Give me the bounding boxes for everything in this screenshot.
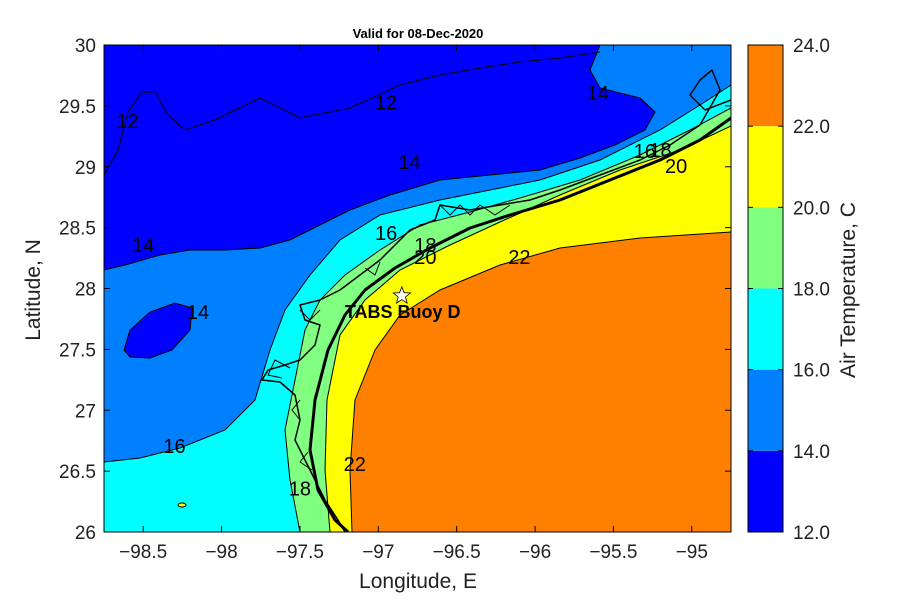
colorbar-tick-label-5: 22.0 — [793, 117, 830, 138]
colorbar-tick-label-1: 14.0 — [793, 442, 830, 463]
contour-label-2: 14 — [587, 83, 609, 105]
colorbar-band-0 — [748, 450, 783, 532]
y-tick-label-3: 27.5 — [59, 340, 96, 361]
colorbar-tick-label-2: 16.0 — [793, 361, 830, 382]
x-tick-label-6: −95.5 — [589, 542, 637, 563]
y-tick-label-4: 28 — [75, 280, 96, 301]
colorbar-label: Air Temperature, C — [837, 202, 860, 378]
contour-label-15: 22 — [344, 454, 366, 476]
contour-label-10: 18 — [649, 140, 671, 162]
contour-label-9: 18 — [414, 235, 436, 257]
contour-label-7: 16 — [634, 141, 656, 163]
contour-label-12: 20 — [414, 247, 436, 269]
y-axis-ticks: 26 26.5 27 27.5 28 28.5 29 29.5 30 — [59, 36, 731, 544]
contour-label-11: 18 — [289, 478, 311, 500]
contour-line-12-14 — [104, 45, 656, 271]
coastline — [177, 69, 731, 532]
colorbar-band-1 — [748, 369, 783, 451]
coastline-bays — [267, 204, 511, 471]
contour-label-0: 12 — [116, 111, 138, 133]
y-tick-label-8: 30 — [75, 36, 96, 57]
x-tick-label-0: −98.5 — [119, 542, 167, 563]
colorbar-tick-label-6: 24.0 — [793, 36, 830, 57]
contour-label-14: 22 — [508, 247, 530, 269]
y-tick-label-5: 28.5 — [59, 219, 96, 240]
colorbar-tick-label-0: 12.0 — [793, 523, 830, 544]
contour-label-6: 16 — [375, 223, 397, 245]
y-axis-label: Latitude, N — [22, 239, 45, 341]
contour-line-20-22 — [349, 231, 731, 532]
y-tick-label-0: 26 — [75, 523, 96, 544]
cold-pocket-12-14 — [123, 302, 193, 359]
buoy-star-icon — [392, 285, 412, 305]
x-tick-label-2: −97.5 — [276, 542, 324, 563]
x-tick-label-7: −95 — [676, 542, 708, 563]
colorbar-band-4 — [748, 126, 783, 208]
x-axis-ticks: −98.5 −98 −97.5 −97 −96.5 −96 −95.5 −95 — [119, 45, 708, 563]
contour-label-1: 12 — [375, 93, 397, 115]
small-island — [177, 502, 187, 508]
contour-line-12-north — [104, 51, 601, 176]
band-12-14-region — [104, 45, 655, 270]
x-axis-label: Longitude, E — [359, 570, 477, 593]
station-layer: TABS Buoy D — [345, 285, 461, 322]
chart-title: Valid for 08-Dec-2020 — [353, 26, 484, 41]
contour-line-14-16 — [104, 84, 731, 463]
colorbar-band-3 — [748, 207, 783, 289]
x-tick-label-5: −96 — [519, 542, 551, 563]
contour-lines — [104, 45, 731, 532]
coastline-mainland — [261, 69, 731, 532]
contour-label-13: 20 — [665, 156, 687, 178]
contour-label-4: 14 — [132, 235, 154, 257]
contour-label-8: 16 — [163, 436, 185, 458]
contour-label-5: 14 — [187, 302, 209, 324]
coastline-barrier-island — [308, 116, 731, 532]
y-tick-label-2: 27 — [75, 401, 96, 422]
x-tick-label-1: −98 — [205, 542, 237, 563]
colorbar-ticks: 12.0 14.0 16.0 18.0 20.0 22.0 24.0 — [748, 36, 830, 544]
colorbar-band-5 — [748, 45, 783, 127]
contour-line-16-18 — [284, 107, 731, 532]
y-tick-label-7: 29.5 — [59, 97, 96, 118]
colorbar-tick-label-3: 18.0 — [793, 280, 830, 301]
buoy-label: TABS Buoy D — [345, 302, 461, 322]
y-tick-label-6: 29 — [75, 158, 96, 179]
contour-line-18-20 — [324, 125, 731, 532]
x-tick-label-4: −96.5 — [433, 542, 481, 563]
y-tick-label-1: 26.5 — [59, 462, 96, 483]
colorbar-tick-label-4: 20.0 — [793, 198, 830, 219]
colorbar-band-2 — [748, 288, 783, 370]
colorbar — [748, 45, 783, 532]
contour-label-3: 14 — [399, 152, 421, 174]
x-tick-label-3: −97 — [362, 542, 394, 563]
